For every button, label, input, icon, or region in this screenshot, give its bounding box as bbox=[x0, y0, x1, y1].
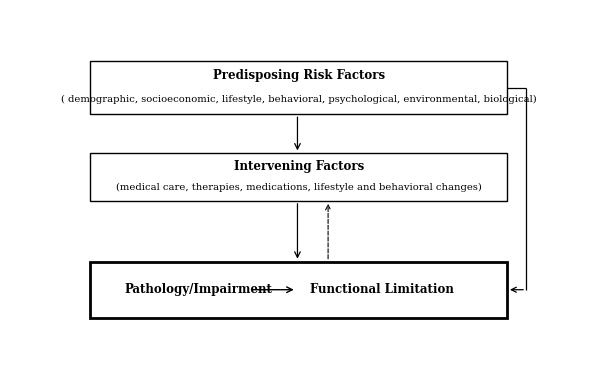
Text: ( demographic, socioeconomic, lifestyle, behavioral, psychological, environmenta: ( demographic, socioeconomic, lifestyle,… bbox=[61, 95, 536, 104]
Text: Pathology/Impairment: Pathology/Impairment bbox=[125, 283, 272, 296]
FancyBboxPatch shape bbox=[90, 153, 507, 201]
Text: Intervening Factors: Intervening Factors bbox=[233, 160, 364, 173]
Text: Functional Limitation: Functional Limitation bbox=[310, 283, 454, 296]
FancyBboxPatch shape bbox=[90, 262, 507, 318]
Text: Predisposing Risk Factors: Predisposing Risk Factors bbox=[213, 69, 385, 82]
FancyBboxPatch shape bbox=[90, 61, 507, 114]
Text: (medical care, therapies, medications, lifestyle and behavioral changes): (medical care, therapies, medications, l… bbox=[116, 183, 482, 192]
